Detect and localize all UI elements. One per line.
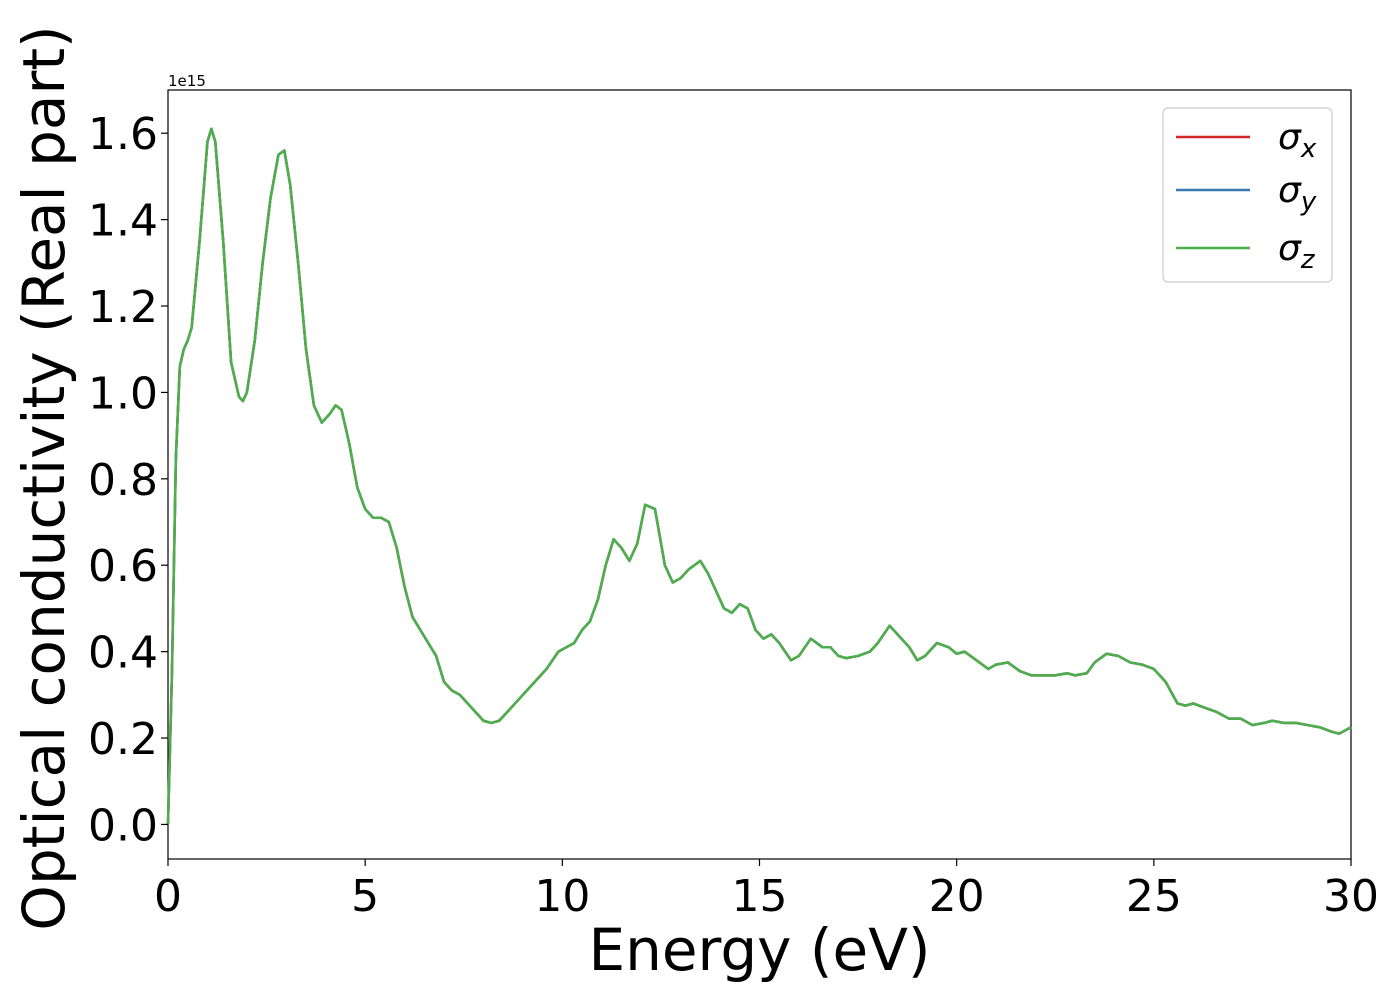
- legend: σx σy σz: [1162, 107, 1333, 283]
- legend-label-y: σy: [1278, 170, 1317, 217]
- x-tick-label: 30: [1323, 871, 1379, 922]
- legend-box: [1162, 107, 1333, 283]
- series-lines: [166, 127, 1352, 825]
- x-axis-title: Energy (eV): [588, 916, 930, 984]
- x-tick-label: 15: [732, 871, 788, 922]
- y-tick-label: 0.6: [88, 541, 158, 592]
- y-axis-ticks: 0.0 0.2 0.4 0.6 0.8 1.0 1.2 1.4 1.6: [88, 109, 168, 851]
- x-tick-label: 0: [154, 871, 182, 922]
- x-tick-label: 25: [1126, 871, 1182, 922]
- y-tick-label: 1.2: [88, 282, 158, 333]
- x-tick-label: 10: [534, 871, 590, 922]
- y-tick-label: 0.2: [88, 714, 158, 765]
- y-tick-label: 1.6: [88, 109, 158, 160]
- y-tick-label: 0.8: [88, 455, 158, 506]
- series-line-z: [166, 127, 1352, 825]
- legend-label-z: σz: [1278, 228, 1316, 275]
- y-tick-label: 0.4: [88, 628, 158, 679]
- x-tick-label: 20: [929, 871, 985, 922]
- y-tick-label: 1.0: [88, 368, 158, 419]
- y-axis-offset-text: 1e15: [168, 72, 206, 90]
- legend-label-x: σx: [1278, 117, 1317, 164]
- x-axis-ticks: 0 5 10 15 20 25 30: [154, 859, 1379, 922]
- x-tick-label: 5: [351, 871, 379, 922]
- y-tick-label: 0.0: [88, 800, 158, 851]
- y-tick-label: 1.4: [88, 196, 158, 247]
- y-axis-title: Optical conductivity (Real part): [10, 25, 78, 930]
